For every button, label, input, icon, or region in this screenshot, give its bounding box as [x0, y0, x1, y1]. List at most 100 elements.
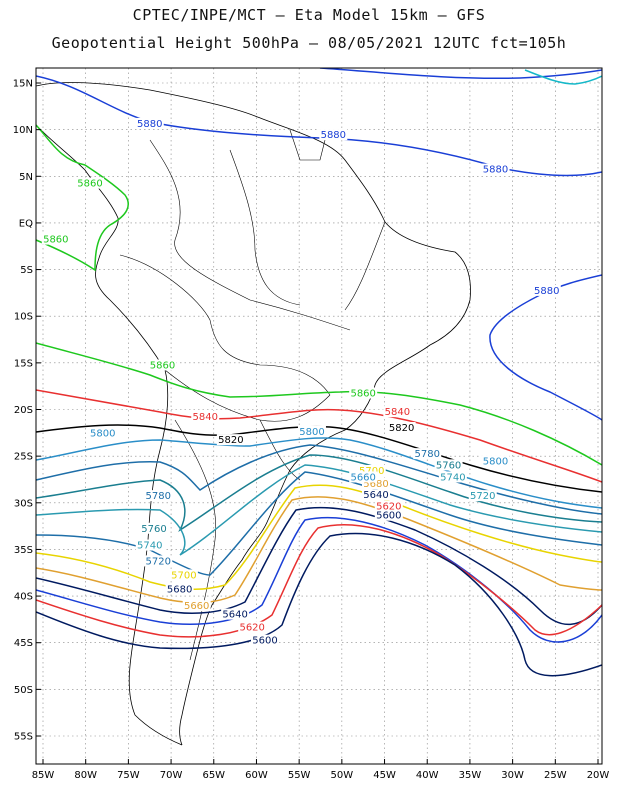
contour-label-bg	[438, 471, 467, 483]
lon-tick-label: 80W	[74, 770, 97, 781]
lon-tick-label: 55W	[288, 770, 311, 781]
contour-label: 5800	[299, 427, 324, 438]
lon-tick-label: 40W	[416, 770, 439, 781]
contour-label-bg	[41, 233, 70, 245]
contour-label-bg	[319, 129, 348, 141]
contour-5620	[36, 524, 602, 638]
pacific-coast	[36, 124, 183, 746]
contour-label: 5880	[137, 119, 162, 130]
contour-label: 5700	[171, 570, 196, 581]
axis-ticks: 15N 10N 5N EQ 5S 10S 15S 20S 25S 30S 35S 40S 45S 50S 5…	[13, 79, 610, 782]
contour-label: 5780	[146, 491, 171, 502]
contour-5880-top	[319, 68, 602, 80]
contour-label: 5700	[359, 466, 384, 477]
contour-label-bg	[297, 425, 326, 437]
contour-5860-nw	[36, 124, 129, 272]
lat-tick-label: 50S	[14, 685, 33, 696]
contour-label-bg	[165, 583, 194, 595]
contour-label-bg	[434, 459, 463, 471]
lat-tick-label: 55S	[14, 732, 33, 743]
contour-label: 5720	[470, 491, 495, 502]
contour-label: 5600	[376, 511, 401, 522]
lat-tick-label: 20S	[14, 405, 33, 416]
contour-5800	[36, 437, 602, 509]
lon-tick-label: 20W	[587, 770, 610, 781]
lon-tick-label: 85W	[32, 770, 55, 781]
lon-tick-label: 50W	[331, 770, 354, 781]
contour-5600	[36, 532, 602, 677]
map-frame	[35, 67, 603, 765]
map-background	[36, 68, 602, 764]
contour-5680	[36, 496, 602, 604]
contour-label: 5800	[90, 429, 115, 440]
contour-5640	[36, 516, 602, 643]
lon-tick-label: 70W	[160, 770, 183, 781]
contour-5840	[36, 389, 602, 483]
contour-label-bg	[191, 410, 220, 422]
contour-label: 5780	[415, 449, 440, 460]
lat-tick-label: 15N	[13, 79, 33, 90]
contour-label: 5620	[376, 501, 401, 512]
lon-tick-label: 45W	[373, 770, 396, 781]
contour-label-bg	[88, 427, 117, 439]
lat-tick-label: 40S	[14, 592, 33, 603]
contour-label-bg	[221, 608, 250, 620]
contour-label: 5720	[146, 556, 171, 567]
contour-label-bg	[144, 490, 173, 502]
contour-label-bg	[374, 500, 403, 512]
contour-label: 5600	[252, 636, 277, 647]
contour-label-bg	[75, 177, 104, 189]
lat-tick-label: 10S	[14, 312, 33, 323]
coastlines	[36, 82, 471, 746]
contour-label-bg	[144, 555, 173, 567]
lat-tick-label: 15S	[14, 358, 33, 369]
contour-label-bg	[169, 569, 198, 581]
contour-5660	[36, 506, 602, 626]
contour-label-bg	[251, 634, 279, 646]
contour-label-bg	[140, 522, 168, 534]
contour-label: 5880	[483, 165, 508, 176]
contour-label: 5660	[350, 472, 375, 483]
lon-tick-label: 30W	[501, 770, 524, 781]
contour-label-bg	[135, 117, 164, 129]
contour-label-bg	[383, 406, 412, 418]
contour-label: 5800	[483, 457, 508, 468]
contour-label: 5640	[363, 490, 388, 501]
contour-label: 5680	[167, 584, 192, 595]
map-title-line2: Geopotential Height 500hPa – 08/05/2021 …	[51, 34, 567, 52]
contour-label: 5640	[222, 610, 247, 621]
contour-label-bg	[216, 434, 245, 446]
contour-label: 5880	[534, 286, 559, 297]
contour-label: 5860	[350, 389, 375, 400]
lat-tick-label: 30S	[14, 498, 33, 509]
contour-label: 5760	[436, 460, 461, 471]
contour-label: 5860	[77, 179, 102, 190]
lat-tick-label: 25S	[14, 452, 33, 463]
lon-tick-label: 25W	[544, 770, 567, 781]
contour-label: 5860	[43, 235, 68, 246]
contour-label-bg	[387, 422, 416, 434]
contour-label-bg	[481, 163, 510, 175]
contour-label-bg	[182, 600, 211, 612]
south-america-coast	[36, 82, 471, 746]
contour-label: 5820	[389, 423, 414, 434]
contour-label: 5820	[218, 435, 243, 446]
contour-5780	[36, 444, 602, 515]
contour-label-bg	[362, 489, 390, 501]
lat-tick-label: 5S	[20, 265, 33, 276]
contour-label-bg	[135, 539, 164, 551]
contour-label-bg	[362, 477, 390, 489]
lon-tick-label: 75W	[117, 770, 140, 781]
lat-tick-label: 5N	[19, 172, 33, 183]
contour-label: 5860	[150, 361, 175, 372]
lat-tick-label: 10N	[13, 125, 33, 136]
contour-label: 5840	[385, 407, 410, 418]
contour-label-bg	[532, 284, 561, 296]
contour-label: 5660	[184, 601, 209, 612]
contour-label-bg	[413, 448, 442, 460]
lon-tick-label: 35W	[459, 770, 482, 781]
contour-5740	[36, 464, 602, 556]
contour-label-bg	[374, 509, 403, 521]
contour-label: 5680	[363, 479, 388, 490]
lon-tick-label: 60W	[245, 770, 268, 781]
